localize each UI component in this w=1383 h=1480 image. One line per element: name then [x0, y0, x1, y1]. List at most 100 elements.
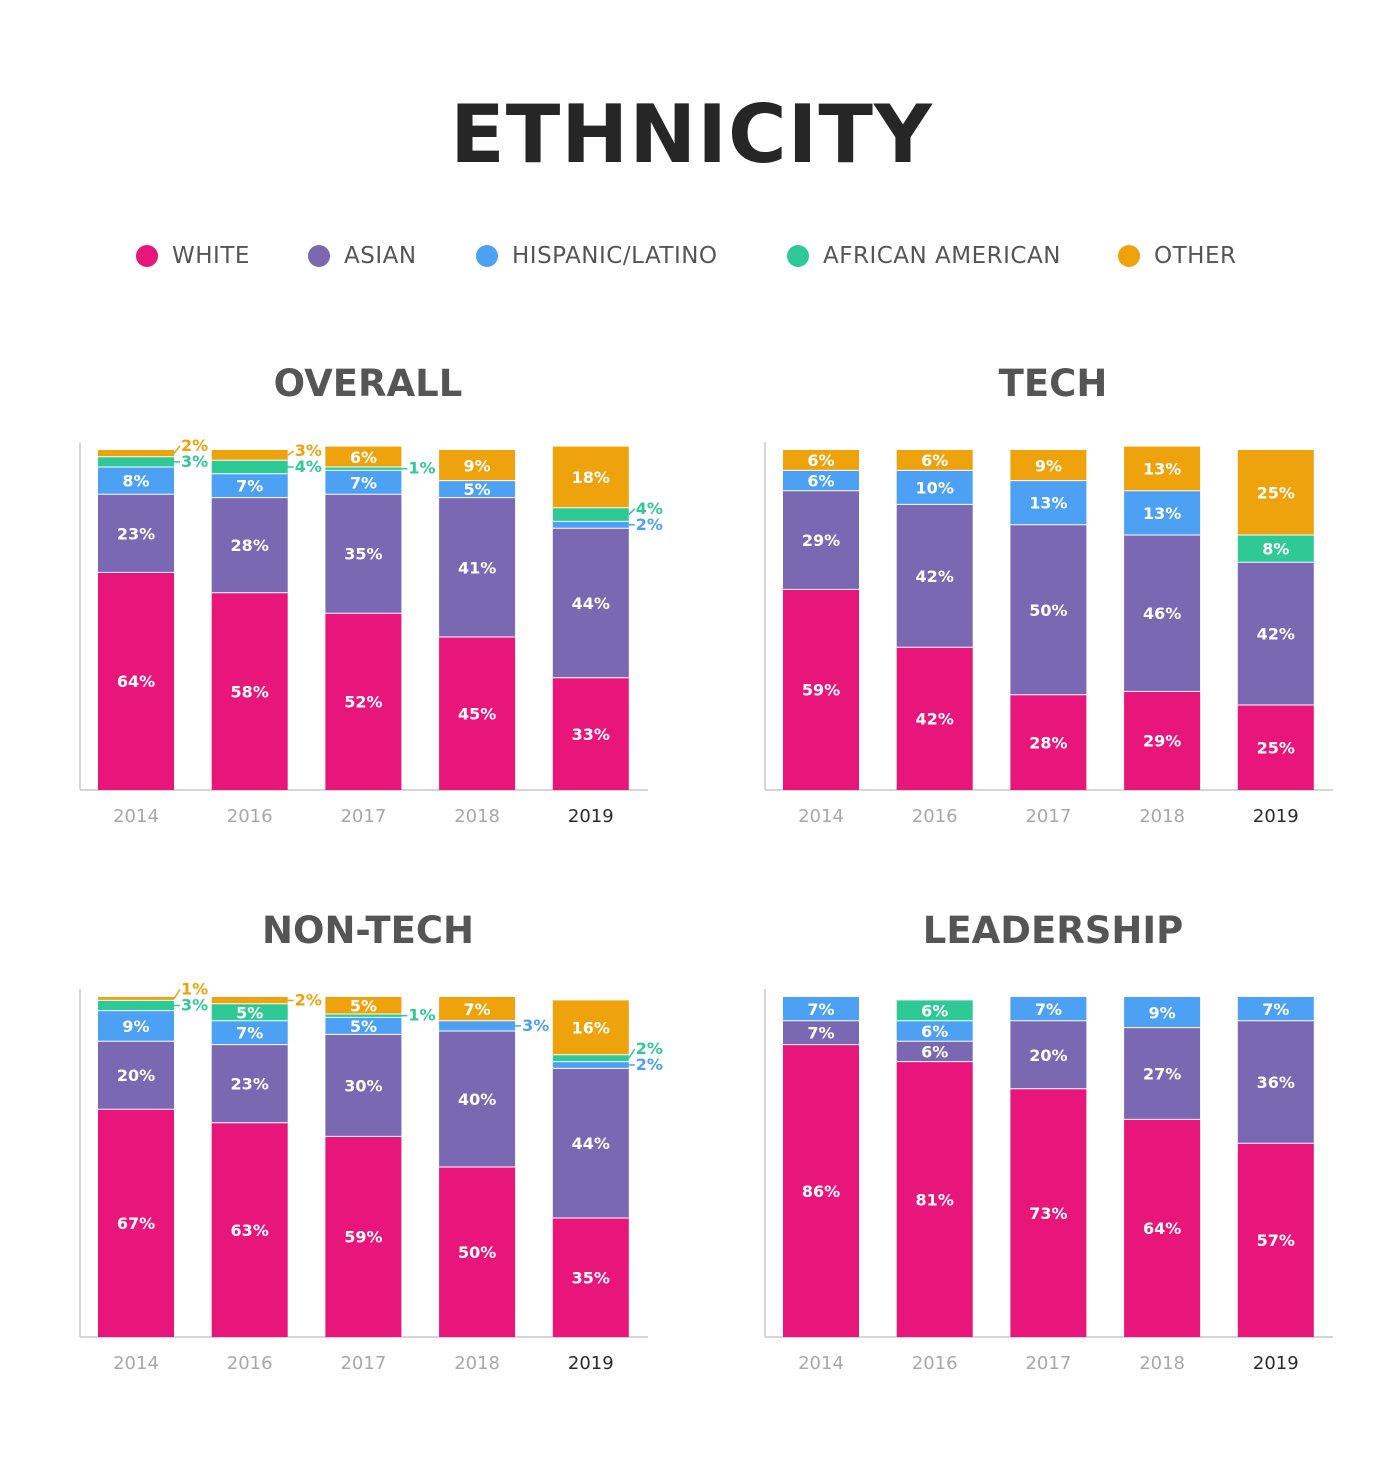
chart-svg-overall: 100%64%23%8%3%2%201458%28%7%4%3%201652%3…: [79, 436, 663, 827]
data-label-non-tech-2016-asian: 23%: [231, 1075, 269, 1094]
legend-item-hispanic-latino: HISPANIC/LATINO: [476, 236, 718, 276]
data-label-tech-2018-other: 13%: [1143, 460, 1181, 479]
data-label-non-tech-2017-white: 59%: [344, 1228, 382, 1247]
data-label-leadership-2019-asian: 36%: [1257, 1073, 1295, 1092]
legend-dot-white-icon: [136, 245, 158, 267]
data-label-tech-2016-asian: 42%: [916, 567, 954, 586]
data-label-overall-2017-other: 6%: [350, 448, 377, 467]
bar-tech-2018-hispanic-latino: [1124, 490, 1201, 535]
chart-tech: TECH 100%59%29%6%6%201442%42%10%6%201628…: [753, 362, 1383, 882]
x-tick-label-2017: 2017: [1025, 1353, 1071, 1374]
data-label-leadership-2016-asian: 6%: [921, 1042, 948, 1061]
bar-non-tech-2016-other: [211, 997, 288, 1004]
chart-title-non-tech: NON-TECH: [262, 909, 474, 952]
bar-non-tech-2014-african-american: [98, 1000, 174, 1011]
data-label-overall-2019-white: 33%: [572, 725, 610, 744]
data-label-leadership-2016-african-american: 6%: [921, 1002, 948, 1021]
data-label-overall-2019-other: 18%: [572, 468, 610, 487]
data-label-non-tech-2014-hispanic-latino: 9%: [122, 1017, 149, 1036]
x-tick-label-2018: 2018: [1139, 1353, 1185, 1374]
x-tick-label-2014: 2014: [113, 806, 159, 827]
data-label-overall-2019-african-american: 4%: [636, 499, 663, 518]
data-label-overall-2016-asian: 28%: [231, 536, 269, 555]
data-label-non-tech-2019-african-american: 2%: [636, 1039, 663, 1058]
data-label-non-tech-2014-asian: 20%: [117, 1066, 155, 1085]
bar-overall-2014-asian: [98, 494, 174, 573]
bar-overall-2018-hispanic-latino: [439, 480, 516, 498]
data-label-overall-2017-hispanic-latino: 7%: [350, 473, 377, 492]
data-label-overall-2014-other: 2%: [181, 436, 208, 455]
x-tick-label-2016: 2016: [227, 806, 273, 827]
x-tick-label-2017: 2017: [1025, 806, 1071, 827]
bar-overall-2017-african-american: [325, 467, 402, 471]
legend-item-african-american: AFRICAN AMERICAN: [787, 236, 1061, 276]
bar-non-tech-2019-hispanic-latino: [552, 1061, 629, 1069]
data-label-tech-2018-hispanic-latino: 13%: [1143, 504, 1181, 523]
data-label-overall-2016-hispanic-latino: 7%: [236, 477, 263, 496]
bar-non-tech-2018-hispanic-latino: [439, 1020, 516, 1031]
bar-non-tech-2017-white: [325, 1136, 402, 1337]
data-label-non-tech-2017-hispanic-latino: 5%: [350, 1017, 377, 1036]
data-label-leadership-2018-white: 64%: [1143, 1219, 1181, 1238]
bar-non-tech-2014-asian: [98, 1041, 174, 1110]
data-label-non-tech-2016-other: 2%: [295, 990, 322, 1009]
data-label-tech-2016-white: 42%: [916, 710, 954, 729]
legend-item-other: OTHER: [1118, 236, 1236, 276]
data-label-leadership-2016-hispanic-latino: 6%: [921, 1022, 948, 1041]
data-label-leadership-2019-hispanic-latino: 7%: [1262, 1000, 1289, 1019]
data-label-overall-2018-asian: 41%: [458, 558, 496, 577]
bar-leadership-2016-african-american: [896, 1000, 973, 1021]
bar-leadership-2019-white: [1237, 1143, 1314, 1337]
bar-overall-2018-asian: [439, 497, 516, 637]
data-label-non-tech-2019-asian: 44%: [572, 1134, 610, 1153]
bar-overall-2016-white: [211, 592, 288, 790]
data-label-overall-2016-white: 58%: [231, 682, 269, 701]
bar-non-tech-2014-hispanic-latino: [98, 1010, 174, 1042]
bar-non-tech-2019-asian: [552, 1068, 629, 1218]
bar-leadership-2014-asian: [783, 1020, 859, 1045]
bar-overall-2018-white: [439, 637, 516, 790]
bar-non-tech-2016-african-american: [211, 1003, 288, 1021]
bar-leadership-2016-white: [896, 1061, 973, 1337]
data-label-leadership-2014-hispanic-latino: 7%: [807, 1000, 834, 1019]
x-tick-label-2014: 2014: [798, 806, 844, 827]
data-label-non-tech-2017-asian: 30%: [344, 1076, 382, 1095]
data-label-non-tech-2017-other: 5%: [350, 997, 377, 1016]
data-label-non-tech-2014-white: 67%: [117, 1214, 155, 1233]
data-label-overall-2014-african-american: 3%: [181, 452, 208, 471]
chart-non-tech: NON-TECH 100%67%20%9%3%1%201463%23%7%5%2…: [68, 909, 708, 1429]
data-label-tech-2019-white: 25%: [1257, 739, 1295, 758]
legend-dot-hispanic-latino-icon: [476, 245, 498, 267]
bar-overall-2016-other: [211, 450, 288, 461]
bar-non-tech-2016-asian: [211, 1044, 288, 1123]
data-label-leadership-2014-asian: 7%: [807, 1024, 834, 1043]
bar-leadership-2014-white: [783, 1044, 859, 1337]
bar-non-tech-2014-white: [98, 1109, 174, 1337]
legend: WHITE ASIAN HISPANIC/LATINO AFRICAN AMER…: [0, 236, 1383, 276]
bar-non-tech-2017-other: [325, 997, 402, 1014]
legend-dot-asian-icon: [308, 245, 330, 267]
bar-tech-2019-asian: [1237, 562, 1314, 705]
data-label-leadership-2018-hispanic-latino: 9%: [1149, 1003, 1176, 1022]
x-tick-label-2014: 2014: [798, 1353, 844, 1374]
bar-tech-2018-other: [1124, 446, 1201, 491]
data-label-non-tech-2018-asian: 40%: [458, 1090, 496, 1109]
data-label-leader: [287, 450, 295, 456]
data-label-tech-2014-white: 59%: [802, 681, 840, 700]
chart-svg-leadership: 100%86%7%7%201481%6%6%6%201673%20%7%2017…: [764, 989, 1333, 1374]
bar-overall-2019-african-american: [552, 507, 629, 522]
x-tick-label-2019: 2019: [568, 1353, 614, 1374]
data-label-leader: [628, 508, 636, 516]
bar-leadership-2018-hispanic-latino: [1124, 997, 1201, 1028]
bar-non-tech-2017-asian: [325, 1034, 402, 1137]
chart-svg-non-tech: 100%67%20%9%3%1%201463%23%7%5%2%201659%3…: [79, 980, 663, 1374]
bar-non-tech-2017-african-american: [325, 1014, 402, 1018]
data-label-leadership-2019-white: 57%: [1257, 1231, 1295, 1250]
bar-overall-2014-white: [98, 572, 174, 790]
bar-non-tech-2018-other: [439, 997, 516, 1021]
data-label-leadership-2017-white: 73%: [1029, 1204, 1067, 1223]
bar-leadership-2016-asian: [896, 1041, 973, 1062]
x-tick-label-2019: 2019: [1253, 806, 1299, 827]
data-label-overall-2014-asian: 23%: [117, 524, 155, 543]
bar-leadership-2019-hispanic-latino: [1237, 997, 1314, 1021]
